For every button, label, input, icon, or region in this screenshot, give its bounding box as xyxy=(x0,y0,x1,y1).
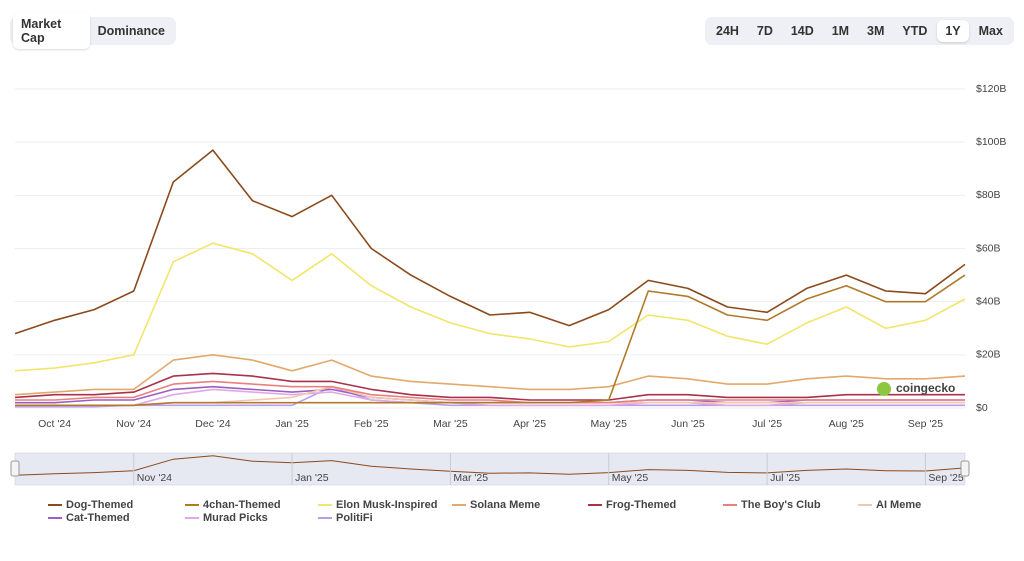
navigator-handle xyxy=(960,460,970,477)
x-tick-label: Feb '25 xyxy=(354,418,389,430)
x-tick-label: Aug '25 xyxy=(829,418,864,430)
legend-label: Dog-Themed xyxy=(66,499,133,511)
legend-label: The Boy's Club xyxy=(741,499,821,511)
view-tab[interactable]: Market Cap xyxy=(13,13,90,49)
y-tick-label: $120B xyxy=(976,83,1006,95)
x-tick-label: Jan '25 xyxy=(275,418,309,430)
x-tick-label: Apr '25 xyxy=(513,418,546,430)
legend-label: 4chan-Themed xyxy=(203,499,281,511)
x-tick-label: Mar '25 xyxy=(433,418,468,430)
y-tick-label: $60B xyxy=(976,242,1001,254)
legend-label: Murad Picks xyxy=(203,512,268,524)
series-line xyxy=(14,149,966,335)
x-tick-label: May '25 xyxy=(591,418,628,430)
view-tabs: Market Cap Dominance xyxy=(10,13,176,49)
range-button[interactable]: YTD xyxy=(902,24,928,38)
navigator-handle xyxy=(10,460,20,477)
view-tab[interactable]: Dominance xyxy=(97,24,165,38)
legend-label: AI Meme xyxy=(876,499,921,511)
x-tick-label: Nov '24 xyxy=(116,418,151,430)
range-buttons: 24H 7D 14D 1M 3M YTD 1Y Max xyxy=(705,17,1014,45)
range-button[interactable]: Max xyxy=(978,24,1003,38)
range-button[interactable]: 24H xyxy=(716,24,739,38)
x-tick-label: Jun '25 xyxy=(671,418,705,430)
legend-label: Elon Musk-Inspired xyxy=(336,499,437,511)
legend-label: Solana Meme xyxy=(470,499,540,511)
navigator-label: Jul '25 xyxy=(770,472,800,484)
x-tick-label: Jul '25 xyxy=(752,418,782,430)
navigator-label: Mar '25 xyxy=(453,472,488,484)
watermark-logo xyxy=(877,382,891,396)
y-tick-label: $20B xyxy=(976,349,1001,361)
series-line xyxy=(15,380,965,404)
x-tick-label: Sep '25 xyxy=(908,418,943,430)
y-tick-label: $80B xyxy=(976,189,1001,201)
series-line xyxy=(14,372,965,401)
y-tick-label: $40B xyxy=(976,295,1001,307)
navigator-label: May '25 xyxy=(612,472,649,484)
y-tick-label: $100B xyxy=(976,136,1006,148)
navigator xyxy=(14,452,966,486)
navigator-label: Nov '24 xyxy=(137,472,172,484)
series-line xyxy=(15,274,966,407)
legend-label: Frog-Themed xyxy=(606,499,676,511)
range-button[interactable]: 14D xyxy=(790,24,814,38)
range-button[interactable]: 7D xyxy=(756,24,773,38)
legend-label: PolitiFi xyxy=(336,512,373,524)
range-button[interactable]: 1M xyxy=(831,24,850,38)
navigator-label: Jan '25 xyxy=(295,472,329,484)
y-tick-label: $0 xyxy=(976,402,988,414)
series-line xyxy=(14,242,966,372)
navigator-line xyxy=(14,455,966,476)
range-button[interactable]: 3M xyxy=(867,24,885,38)
legend-label: Cat-Themed xyxy=(66,512,130,524)
watermark: coingecko xyxy=(896,381,955,395)
series-line xyxy=(14,354,966,396)
navigator-label: Sep '25 xyxy=(928,472,963,484)
range-button[interactable]: 1Y xyxy=(937,20,969,42)
x-tick-label: Dec '24 xyxy=(195,418,230,430)
x-tick-label: Oct '24 xyxy=(38,418,71,430)
